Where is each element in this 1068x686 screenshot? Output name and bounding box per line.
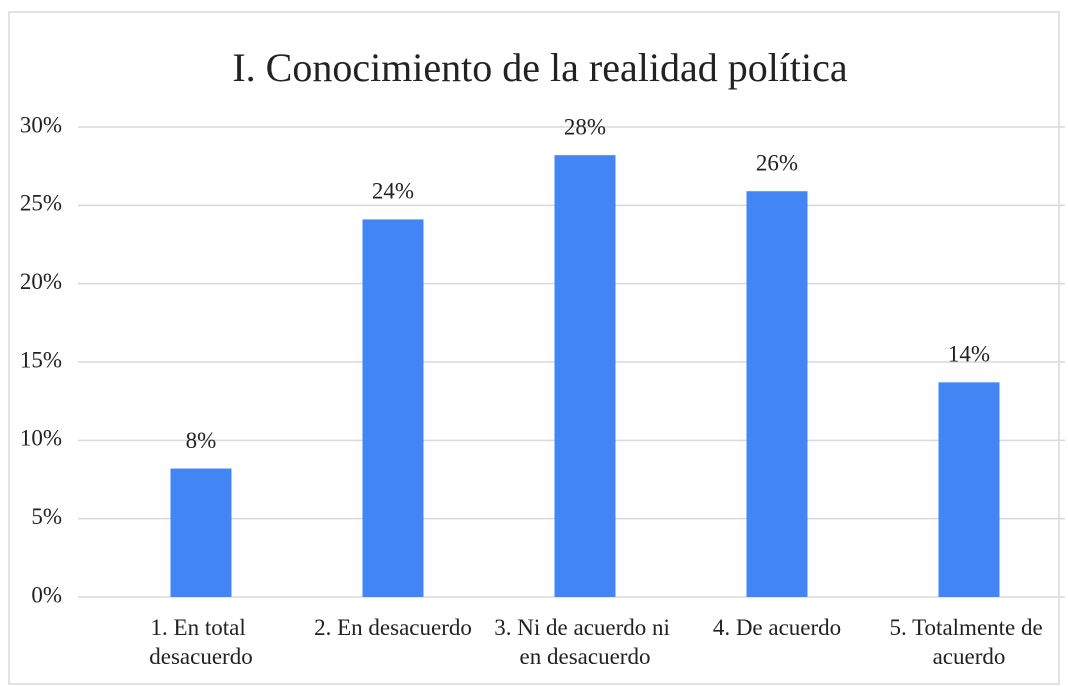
x-tick-label: 1. En total desacuerdo: [149, 615, 252, 669]
data-label: 8%: [186, 428, 217, 453]
x-tick-label: 5. Totalmente de acuerdo: [890, 615, 1049, 669]
bar: [746, 191, 808, 597]
x-tick-label: 2. En desacuerdo: [314, 615, 472, 640]
y-tick-label: 5%: [31, 504, 62, 529]
y-tick-label: 15%: [20, 347, 62, 372]
y-tick-label: 30%: [20, 112, 62, 137]
chart-title: I. Conocimiento de la realidad política: [232, 45, 848, 90]
bar: [938, 382, 1000, 597]
y-tick-label: 20%: [20, 269, 62, 294]
bar: [554, 155, 616, 597]
y-tick-label: 10%: [20, 426, 62, 451]
data-label: 14%: [948, 342, 990, 367]
x-tick-label: 3. Ni de acuerdo ni en desacuerdo: [494, 615, 675, 669]
y-tick-label: 25%: [20, 191, 62, 216]
chart-border: [8, 11, 1060, 685]
y-tick-label: 0%: [31, 582, 62, 607]
data-label: 24%: [372, 179, 414, 204]
bar: [170, 468, 232, 597]
data-label: 26%: [756, 151, 798, 176]
x-tick-label: 4. De acuerdo: [713, 615, 841, 640]
bar: [362, 219, 424, 597]
data-label: 28%: [564, 114, 606, 139]
